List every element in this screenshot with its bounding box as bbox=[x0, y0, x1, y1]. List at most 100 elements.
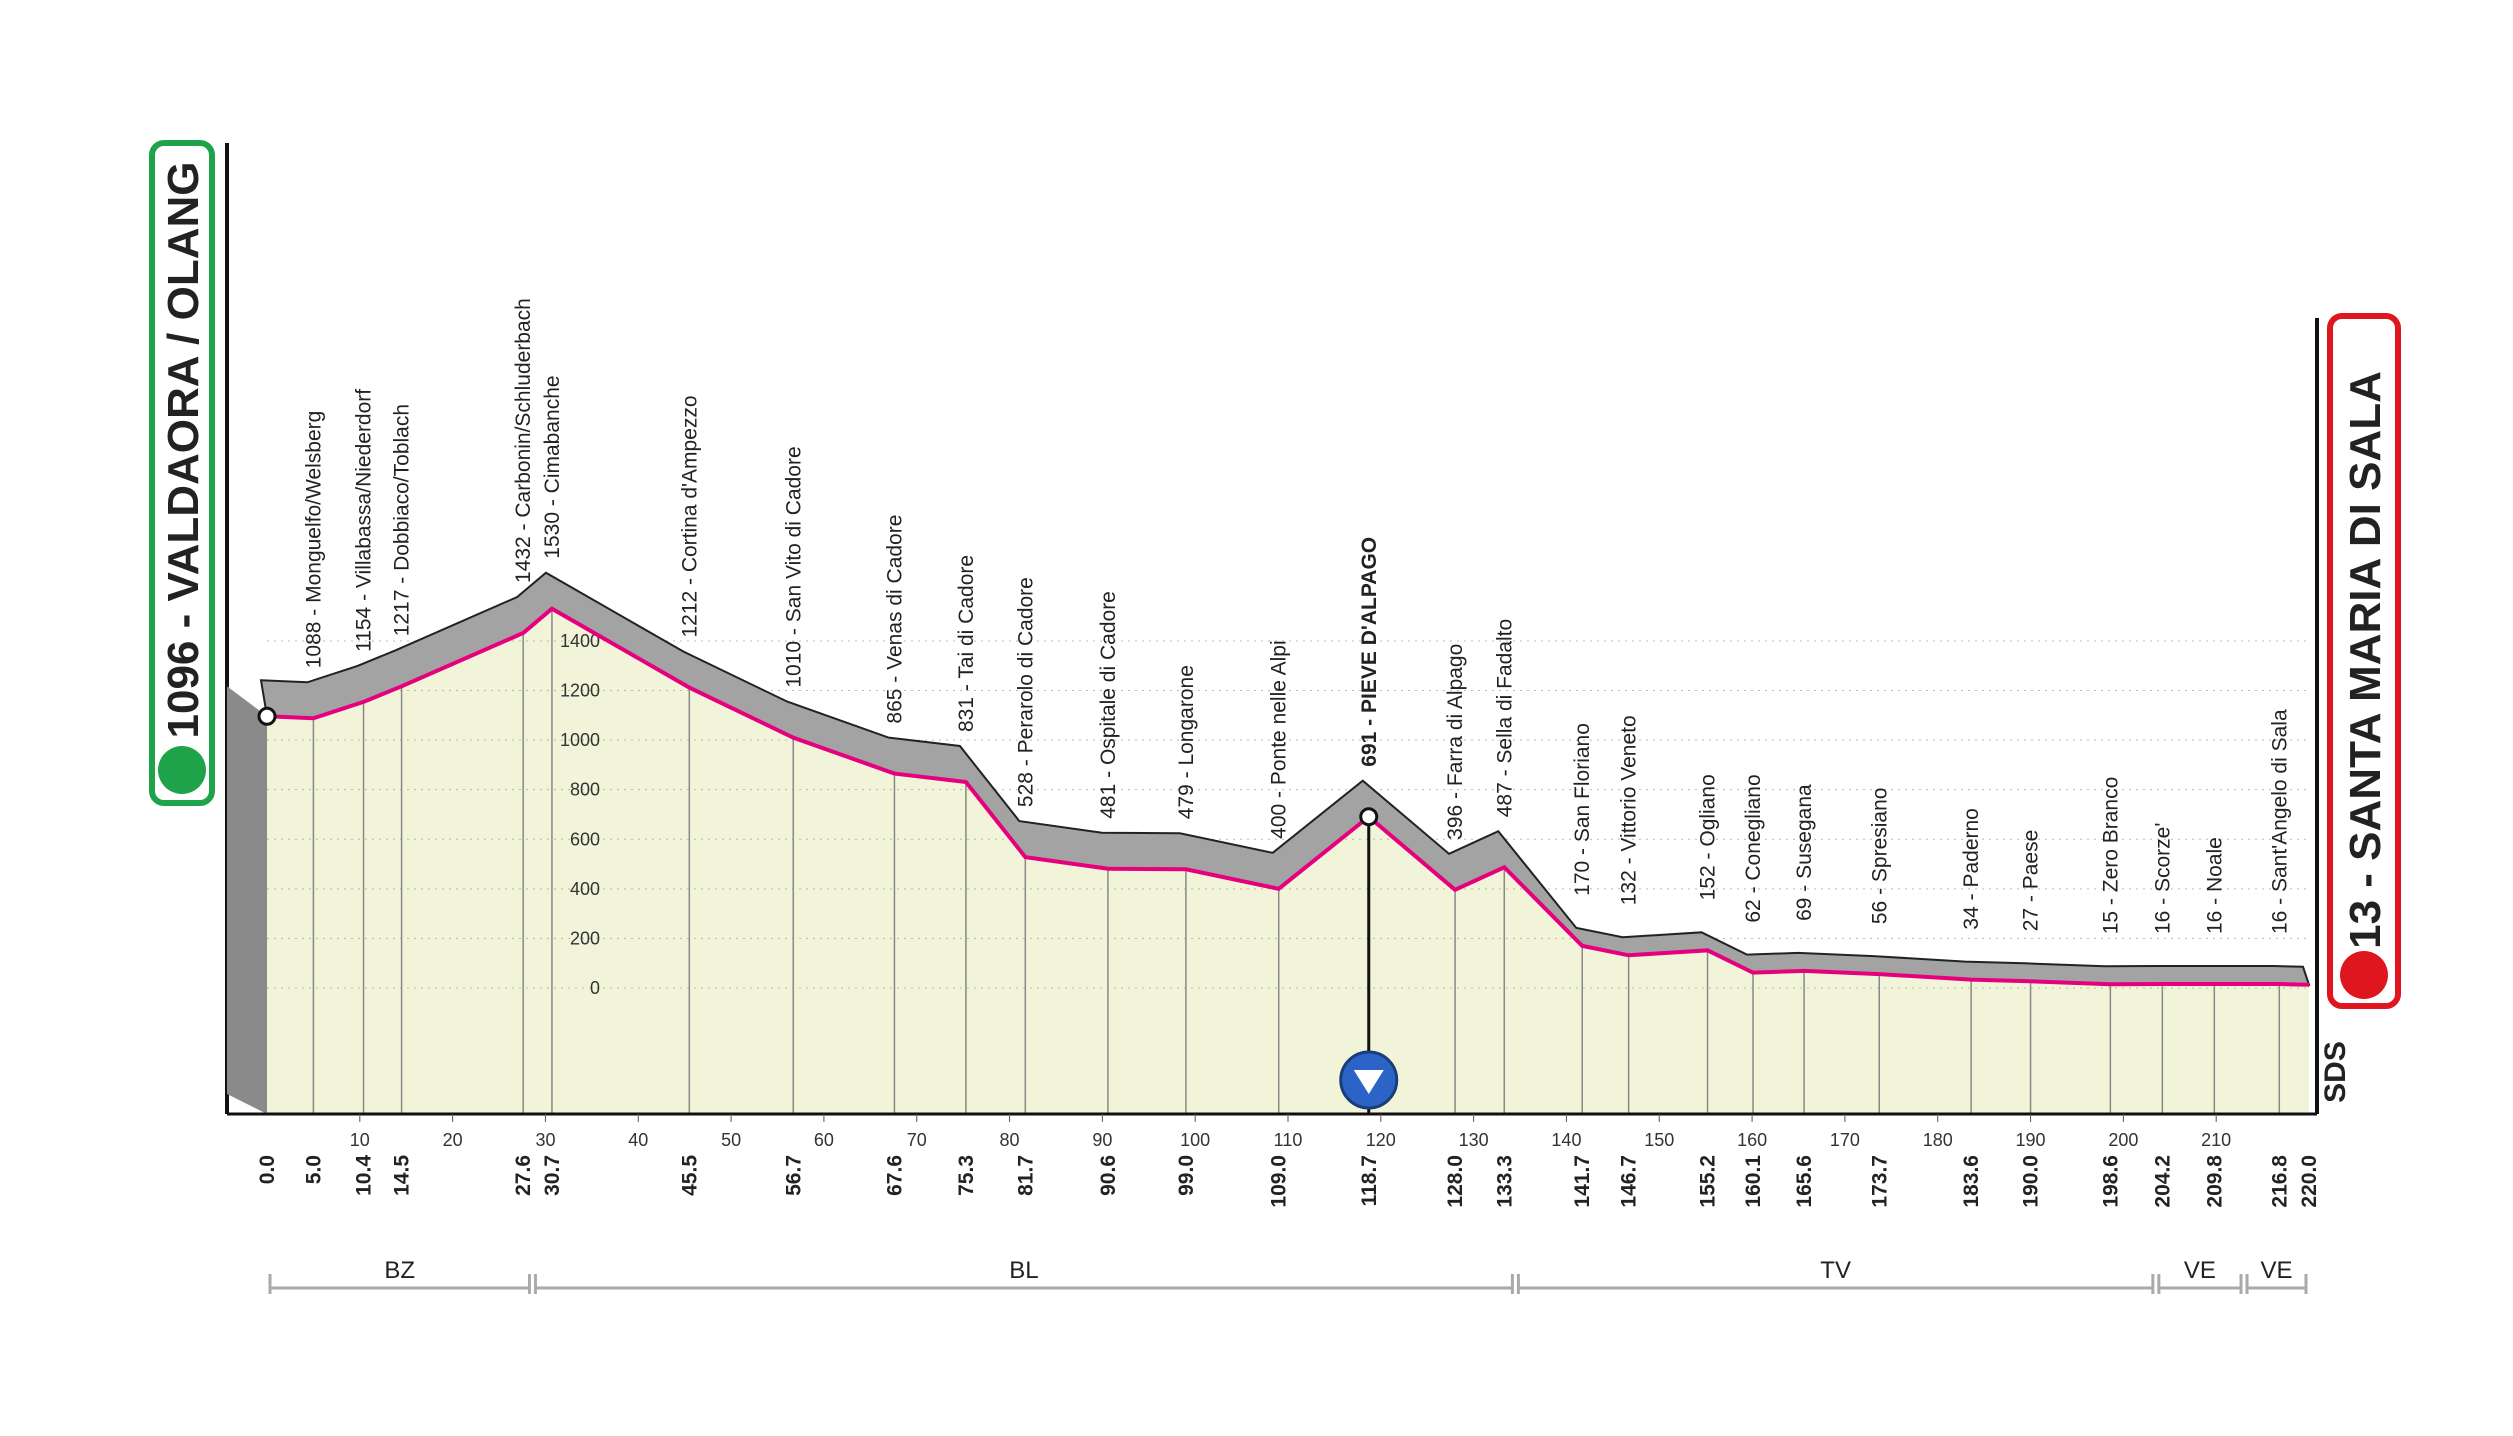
waypoint-label: 152 - Ogliano bbox=[1697, 774, 1720, 900]
waypoint-label: 479 - Longarone bbox=[1175, 665, 1198, 819]
km-label: 146.7 bbox=[1618, 1155, 1641, 1208]
km-label: 109.0 bbox=[1268, 1155, 1291, 1208]
profile-wall bbox=[227, 686, 267, 1114]
waypoint-label: 1010 - San Vito di Cadore bbox=[782, 446, 805, 687]
y-tick-label: 600 bbox=[570, 829, 600, 849]
km-label: 198.6 bbox=[2099, 1155, 2122, 1208]
km-label: 27.6 bbox=[512, 1155, 535, 1196]
km-label: 0.0 bbox=[256, 1155, 279, 1184]
waypoint-label: 487 - Sella di Fadalto bbox=[1493, 619, 1516, 817]
logo: SDS bbox=[2319, 1041, 2352, 1103]
waypoint-label: 170 - San Floriano bbox=[1571, 723, 1594, 896]
y-tick-label: 1200 bbox=[560, 681, 600, 701]
x-tick-label: 100 bbox=[1180, 1130, 1210, 1150]
x-tick-label: 60 bbox=[814, 1130, 834, 1150]
waypoint-label: 1088 - Monguelfo/Welsberg bbox=[302, 411, 325, 669]
km-label: 30.7 bbox=[541, 1155, 564, 1196]
waypoint-label: 132 - Vittorio Veneto bbox=[1618, 715, 1641, 905]
x-tick-label: 160 bbox=[1737, 1130, 1767, 1150]
x-tick-label: 190 bbox=[2016, 1130, 2046, 1150]
start-banner bbox=[149, 140, 215, 806]
km-label: 10.4 bbox=[353, 1155, 376, 1196]
km-label: 56.7 bbox=[782, 1155, 805, 1196]
km-label: 160.1 bbox=[1742, 1155, 1765, 1208]
waypoint-label: 1217 - Dobbiaco/Toblach bbox=[391, 404, 414, 636]
waypoint-label: 831 - Tai di Cadore bbox=[955, 555, 978, 732]
x-tick-label: 90 bbox=[1092, 1130, 1112, 1150]
x-tick-label: 80 bbox=[1000, 1130, 1020, 1150]
y-tick-label: 1400 bbox=[560, 631, 600, 651]
km-label: 220.0 bbox=[2298, 1155, 2321, 1208]
sprint-icon-arrow bbox=[1353, 1070, 1384, 1094]
km-label: 133.3 bbox=[1493, 1155, 1516, 1208]
km-label: 209.8 bbox=[2203, 1155, 2226, 1208]
km-label: 141.7 bbox=[1571, 1155, 1594, 1208]
waypoint-label: 400 - Ponte nelle Alpi bbox=[1268, 640, 1291, 838]
km-label: 128.0 bbox=[1444, 1155, 1467, 1208]
waypoint-label: 1154 - Villabassa/Niederdorf bbox=[353, 389, 376, 652]
waypoint-label: 15 - Zero Branco bbox=[2099, 777, 2122, 935]
km-label: 118.7 bbox=[1358, 1155, 1381, 1206]
region-label: BZ bbox=[384, 1257, 415, 1284]
x-tick-label: 10 bbox=[350, 1130, 370, 1150]
finish-icon bbox=[2340, 951, 2388, 999]
finish-banner bbox=[2327, 313, 2401, 1009]
x-tick-label: 180 bbox=[1923, 1130, 1953, 1150]
km-label: 190.0 bbox=[2020, 1155, 2043, 1208]
km-label: 155.2 bbox=[1697, 1155, 1720, 1208]
y-tick-label: 1000 bbox=[560, 730, 600, 750]
km-label: 173.7 bbox=[1868, 1155, 1891, 1208]
waypoint-label: 481 - Ospitale di Cadore bbox=[1097, 591, 1120, 819]
waypoint-label: 16 - Sant'Angelo di Sala bbox=[2268, 709, 2291, 934]
finish-label: 13 - SANTA MARIA DI SALA bbox=[2341, 371, 2390, 949]
waypoint-label: 528 - Perarolo di Cadore bbox=[1014, 577, 1037, 807]
km-label: 14.5 bbox=[391, 1155, 414, 1196]
km-label: 90.6 bbox=[1097, 1155, 1120, 1196]
km-label: 204.2 bbox=[2151, 1155, 2174, 1208]
km-label: 67.6 bbox=[883, 1155, 906, 1196]
region-label: VE bbox=[2261, 1257, 2293, 1284]
x-tick-label: 50 bbox=[721, 1130, 741, 1150]
waypoint-label: 691 - PIEVE D'ALPAGO bbox=[1358, 537, 1381, 767]
waypoint-label: 865 - Venas di Cadore bbox=[883, 515, 906, 724]
waypoint-label: 34 - Paderno bbox=[1960, 808, 1983, 929]
waypoint-label: 1432 - Carbonin/Schluderbach bbox=[512, 298, 535, 583]
waypoint-label: 16 - Scorze' bbox=[2151, 823, 2174, 934]
start-point bbox=[257, 706, 277, 726]
profile-line bbox=[266, 606, 2310, 987]
km-label: 99.0 bbox=[1175, 1155, 1198, 1196]
km-label: 75.3 bbox=[955, 1155, 978, 1196]
x-tick-label: 170 bbox=[1830, 1130, 1860, 1150]
x-tick-label: 130 bbox=[1459, 1130, 1489, 1150]
waypoint-label: 396 - Farra di Alpago bbox=[1444, 644, 1467, 840]
profile: 0 200 400 600 800 1000 1200 1400 0.0 1088 - Mongu… bbox=[227, 298, 2321, 1294]
km-label: 5.0 bbox=[302, 1155, 325, 1184]
y-tick-label: 0 bbox=[590, 978, 600, 998]
waypoint-label: 1530 - Cimabanche bbox=[541, 375, 564, 558]
waypoint-label: 69 - Susegana bbox=[1793, 784, 1816, 921]
waypoint-label: 62 - Conegliano bbox=[1742, 774, 1765, 922]
x-tick-label: 210 bbox=[2201, 1130, 2231, 1150]
x-tick-label: 70 bbox=[907, 1130, 927, 1150]
sprint-point bbox=[1359, 807, 1379, 827]
x-tick-label: 110 bbox=[1274, 1130, 1303, 1150]
km-label: 183.6 bbox=[1960, 1155, 1983, 1208]
profile-fill bbox=[267, 608, 2309, 1114]
waypoint-label: 56 - Spresiano bbox=[1868, 788, 1891, 925]
x-tick-label: 120 bbox=[1366, 1130, 1396, 1150]
waypoint-label: 27 - Paese bbox=[2020, 830, 2043, 932]
km-label: 216.8 bbox=[2268, 1155, 2291, 1208]
x-tick-label: 200 bbox=[2108, 1130, 2138, 1150]
waypoint-label: 16 - Noale bbox=[2203, 837, 2226, 934]
x-tick-label: 40 bbox=[628, 1130, 648, 1150]
x-tick-label: 30 bbox=[535, 1130, 555, 1150]
y-tick-label: 400 bbox=[570, 879, 600, 899]
waypoint-label: 1212 - Cortina d'Ampezzo bbox=[678, 395, 701, 637]
x-tick-label: 150 bbox=[1644, 1130, 1674, 1150]
x-tick-label: 140 bbox=[1551, 1130, 1581, 1150]
x-tick-label: 20 bbox=[443, 1130, 463, 1150]
start-icon bbox=[158, 746, 206, 794]
region-label: BL bbox=[1009, 1257, 1038, 1284]
region-label: TV bbox=[1820, 1257, 1851, 1284]
